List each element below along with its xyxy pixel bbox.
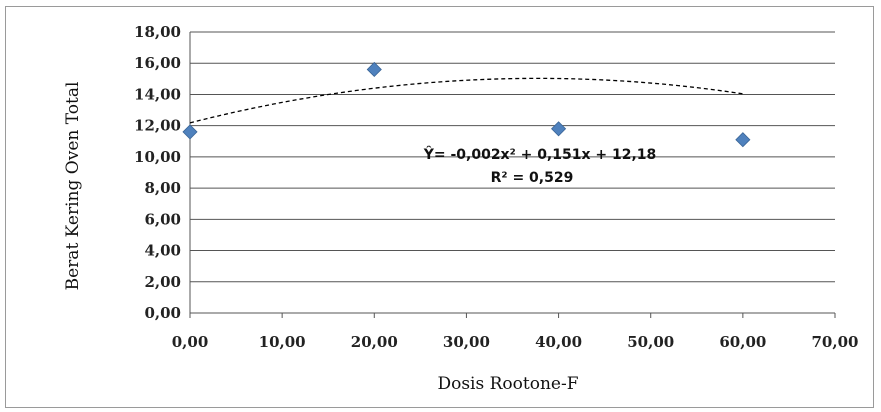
y-tick-label: 12,00 [134, 117, 181, 135]
x-tick-label: 50,00 [627, 333, 674, 351]
data-point [366, 61, 382, 78]
gridlines [189, 31, 836, 318]
data-point [735, 132, 751, 148]
data-point [551, 121, 567, 137]
chart-frame [5, 6, 874, 408]
y-tick-label: 8,00 [144, 179, 181, 197]
x-tick-label: 0,00 [172, 333, 209, 351]
r-squared-label: R² = 0,529 [491, 170, 574, 186]
trend-equation: Ŷ= -0,002x² + 0,151x + 12,18 [423, 145, 657, 163]
y-tick-label: 14,00 [134, 85, 181, 103]
y-tick-label: 18,00 [134, 23, 181, 41]
x-axis-title: Dosis Rootone-F [437, 374, 578, 394]
y-axis-title: Berat Kering Oven Total [63, 82, 83, 291]
x-tick-label: 40,00 [535, 333, 582, 351]
trendline [189, 77, 743, 124]
y-tick-labels: 0,00 2,00 4,00 6,00 8,00 10,00 12,00 14,00 16,00… [134, 23, 181, 322]
x-tick-label: 70,00 [812, 333, 859, 351]
y-tick-label: 6,00 [144, 210, 181, 228]
x-tick-labels: 0,00 10,00 20,00 30,00 40,00 50,00 60,00 70,00 [172, 333, 859, 351]
y-tick-label: 0,00 [144, 304, 181, 322]
data-point [182, 124, 198, 140]
y-tick-label: 2,00 [144, 273, 181, 291]
x-tick-label: 30,00 [443, 333, 490, 351]
data-points [182, 61, 751, 148]
y-tick-label: 10,00 [134, 148, 181, 166]
x-tick-label: 20,00 [351, 333, 398, 351]
y-tick-label: 4,00 [144, 242, 181, 260]
x-tick-label: 60,00 [719, 333, 766, 351]
x-tick-label: 10,00 [259, 333, 306, 351]
y-tick-label: 16,00 [134, 54, 181, 72]
